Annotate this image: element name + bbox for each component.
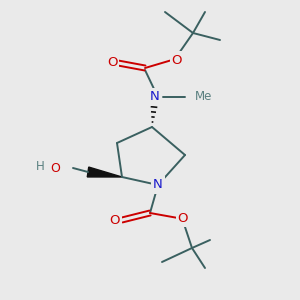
Text: O: O	[110, 214, 120, 226]
Text: Me: Me	[195, 91, 212, 103]
Text: O: O	[50, 161, 60, 175]
Text: N: N	[153, 178, 163, 191]
Polygon shape	[87, 167, 122, 177]
Text: O: O	[107, 56, 117, 70]
Text: H: H	[36, 160, 44, 173]
Text: N: N	[150, 91, 160, 103]
Text: O: O	[172, 53, 182, 67]
Text: O: O	[178, 212, 188, 224]
